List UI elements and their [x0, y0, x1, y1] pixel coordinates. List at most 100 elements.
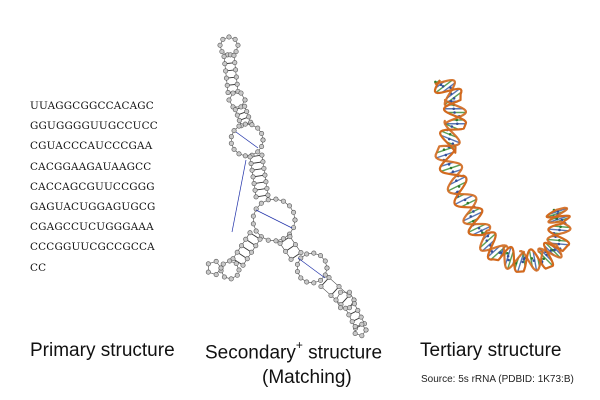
nucleotide-node [294, 269, 300, 275]
nucleotide-node [322, 258, 328, 264]
nucleotide-node [359, 333, 365, 339]
base-stick [547, 238, 568, 242]
base-atom [558, 228, 561, 232]
sequence-line: CGUACCCAUCCCGAA [30, 140, 153, 153]
nucleotide-node [236, 123, 242, 129]
nucleotide-node [249, 249, 255, 255]
nucleotide-node [242, 103, 248, 109]
nucleotide-node [253, 243, 259, 249]
nucleotide-node [336, 284, 342, 290]
base-atom [452, 107, 455, 111]
base-atom [480, 229, 483, 232]
base-stick [548, 215, 569, 224]
nucleotide-node [311, 250, 317, 256]
nucleotide-node [263, 179, 269, 185]
nucleotide-node [258, 200, 264, 206]
nucleotide-node [260, 137, 266, 143]
backbone-ribbon-a [433, 79, 571, 273]
sequence-line: CC [30, 261, 47, 274]
nucleotide-node [238, 90, 244, 96]
nucleotide-node [248, 161, 254, 167]
nucleotide-node [242, 97, 248, 103]
nucleotide-node [264, 185, 270, 191]
base-atom [557, 242, 561, 246]
nucleotide-node [259, 152, 265, 158]
nucleotide-node [233, 260, 239, 266]
base-atom [486, 234, 490, 238]
nucleotide-node [259, 130, 265, 136]
nucleotide-node [346, 312, 352, 318]
nucleotide-node [242, 121, 248, 127]
nucleotide-node [232, 60, 238, 66]
nucleotide-node [228, 134, 234, 140]
base-atom [448, 132, 452, 136]
sequence-line: GAGUACUGGAGUGCG [30, 201, 156, 214]
nucleotide-node [236, 267, 242, 273]
nucleotide-node [231, 128, 237, 134]
nucleotide-node [273, 196, 279, 202]
nucleotide-node [351, 301, 357, 307]
base-atom [507, 258, 510, 262]
base-atom [466, 201, 470, 205]
nucleotide-node [247, 230, 253, 236]
nucleotide-node [223, 68, 229, 74]
nucleotide-node [280, 236, 286, 242]
nucleotide-node [333, 297, 339, 303]
sequence-line: GGUGGGGUUGCCUCC [30, 120, 158, 133]
secondary-label-main: Secondary [205, 342, 296, 364]
base-atom [449, 99, 453, 103]
nucleotide-node [363, 327, 369, 333]
nucleotide-node [213, 258, 219, 264]
nucleotide-node [261, 165, 267, 171]
nucleotide-node [291, 209, 297, 215]
base-atom [506, 254, 510, 258]
nucleotide-node [253, 194, 259, 200]
nucleotide-node [231, 52, 237, 58]
nucleotide-node [220, 36, 226, 42]
nucleotide-node [318, 277, 324, 283]
nucleotide-node [292, 217, 298, 223]
nucleotide-node [230, 90, 236, 96]
base-atom [542, 257, 546, 261]
nucleotide-node [226, 97, 232, 103]
nucleotide-node [232, 36, 238, 42]
base-atom [442, 148, 446, 151]
nucleotide-node [252, 187, 258, 193]
sequence-line: CACCAGCGUUCCGGG [30, 180, 155, 193]
nucleotide-node [224, 82, 230, 88]
matching-label: (Matching) [262, 367, 352, 388]
long-range-pairing-line [231, 159, 247, 233]
nucleotide-node [218, 265, 224, 271]
base-stick [487, 245, 501, 258]
base-atom [444, 153, 448, 157]
nucleotide-node [349, 319, 355, 325]
nucleotide-node [226, 34, 232, 40]
base-atom [490, 250, 494, 253]
base-stick [507, 250, 515, 270]
nucleotide-node [249, 122, 255, 128]
nucleotide-node [230, 256, 236, 262]
base-atom [469, 215, 473, 218]
nucleotide-node [292, 242, 298, 248]
tertiary-structure-label: Tertiary structure [420, 340, 562, 361]
nucleotide-node [352, 323, 358, 329]
nucleotide-node [238, 243, 244, 249]
nucleotide-node [231, 146, 237, 152]
nucleotide-node [265, 192, 271, 198]
nucleotide-node [288, 256, 294, 262]
nucleotide-node [225, 90, 231, 96]
long-range-pairing-line [255, 209, 293, 229]
nucleotide-node [219, 49, 225, 55]
nucleotide-node [234, 112, 240, 118]
base-atom [463, 198, 467, 202]
nucleotide-node [213, 272, 219, 278]
nucleotide-node [223, 75, 229, 81]
sequence-line: CACGGAAGAUAAGCC [30, 160, 152, 173]
base-atom [453, 111, 456, 114]
nucleotide-node [255, 125, 261, 131]
nucleotide-node [326, 275, 332, 281]
base-stick [447, 181, 467, 192]
nucleotide-node [227, 258, 233, 264]
nucleotide-node [220, 261, 226, 267]
